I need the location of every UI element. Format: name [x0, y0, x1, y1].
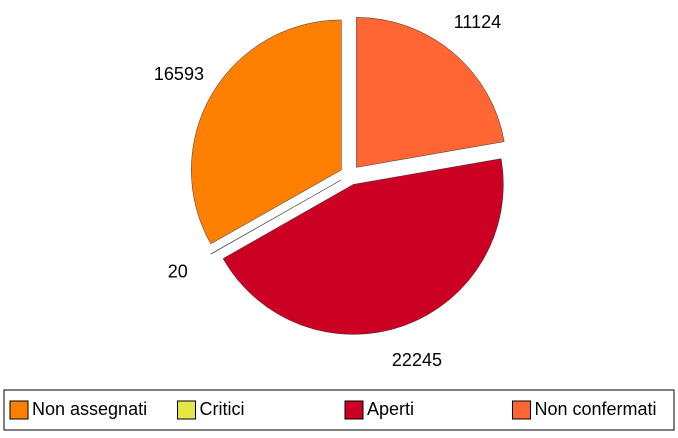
legend-swatch [177, 400, 196, 420]
data-label: 20 [168, 262, 188, 282]
legend-swatch [9, 400, 29, 420]
legend-label: Non assegnati [32, 399, 147, 419]
pie-slice [210, 179, 342, 255]
legend-swatch [512, 400, 531, 420]
legend-box [3, 389, 675, 431]
data-label: 16593 [154, 64, 204, 84]
legend-swatch [344, 400, 364, 420]
legend-label: Non confermati [535, 399, 657, 419]
legend-label: Aperti [367, 399, 414, 419]
legend-label: Critici [200, 399, 245, 419]
data-label: 22245 [392, 350, 442, 370]
pie-slice [222, 158, 504, 335]
data-label: 11124 [454, 12, 501, 32]
pie-slice [356, 17, 505, 168]
pie-slice [191, 19, 342, 245]
